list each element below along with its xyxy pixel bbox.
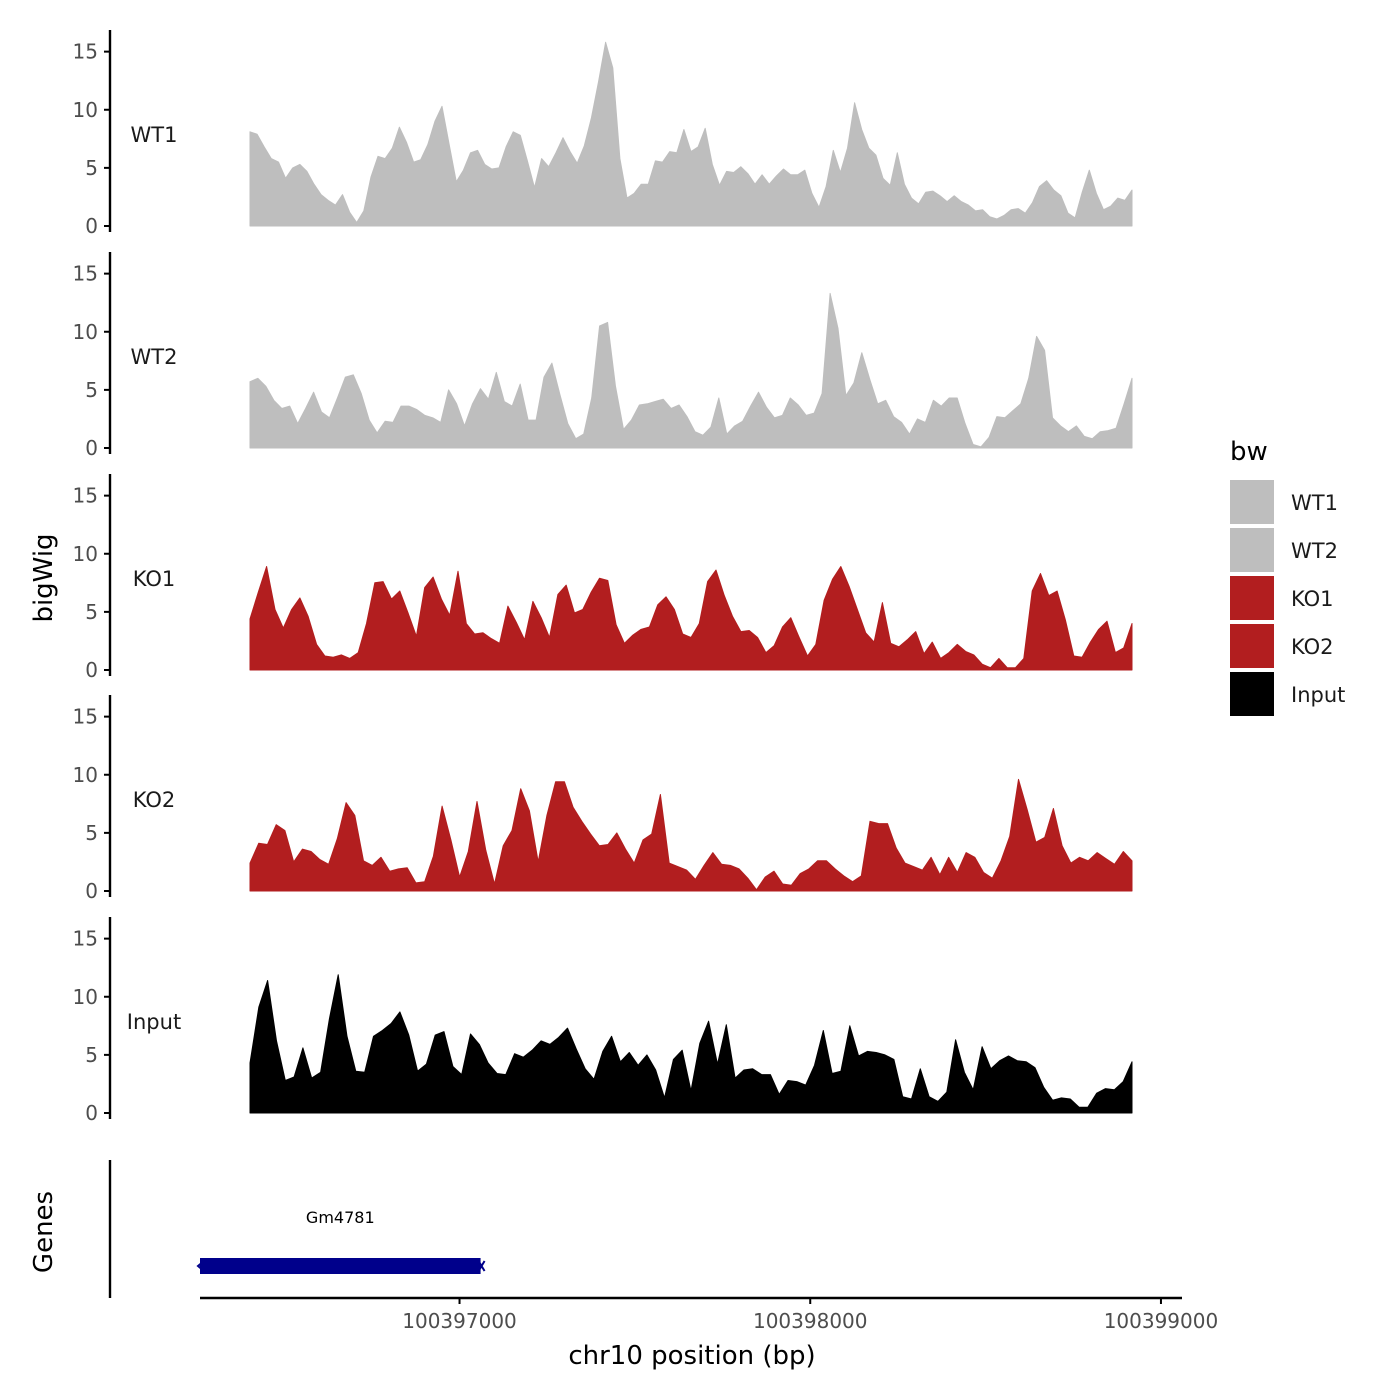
legend-key-ko2: [1230, 624, 1274, 668]
track-label: KO1: [133, 567, 176, 591]
legend-key-ko1: [1230, 576, 1274, 620]
track-label: WT1: [131, 123, 178, 147]
track-label: WT2: [131, 345, 178, 369]
y-tick-label: 15: [73, 705, 98, 729]
area-wt2: [249, 292, 1133, 449]
track-ko1: 0 5 10 15 KO1: [73, 474, 1133, 682]
legend-label-ko2: KO2: [1291, 635, 1334, 659]
tracks-group: 0 5 10 15 WT1 0 5 10 15 WT2 0 5 10 15 KO1 0 5 10 15 KO2 0 5 10…: [73, 30, 1133, 1125]
y-tick-label: 10: [73, 985, 98, 1009]
y-tick-label: 10: [73, 98, 98, 122]
area-wt1: [249, 41, 1133, 227]
gene-end-marker: [477, 1260, 486, 1272]
y-tick-label: 10: [73, 542, 98, 566]
y-tick-label: 15: [73, 484, 98, 508]
y-tick-label: 0: [85, 436, 98, 460]
legend-label-ko1: KO1: [1291, 587, 1334, 611]
y-tick-label: 10: [73, 320, 98, 344]
legend-label-input: Input: [1291, 683, 1345, 707]
y-tick-label: 0: [85, 214, 98, 238]
track-label: Input: [127, 1010, 181, 1034]
x-tick-label: 100397000: [402, 1309, 517, 1333]
area-input: [249, 974, 1133, 1114]
y-tick-label: 5: [85, 156, 98, 180]
legend-label-wt1: WT1: [1291, 491, 1338, 515]
y-tick-label: 5: [85, 600, 98, 624]
track-input: 0 5 10 15 Input: [73, 917, 1133, 1125]
genes-axis-title: Genes: [29, 1191, 59, 1273]
legend: bw WT1 WT2 KO1 KO2 Input: [1230, 437, 1345, 716]
y-axis-title: bigWig: [29, 533, 59, 622]
legend-title: bw: [1230, 437, 1268, 467]
legend-key-wt1: [1230, 480, 1274, 524]
x-axis: 100397000 100398000 100399000: [200, 1296, 1219, 1333]
gene-start-marker: [196, 1260, 205, 1272]
legend-key-wt2: [1230, 528, 1274, 572]
legend-key-input: [1230, 672, 1274, 716]
y-tick-label: 5: [85, 821, 98, 845]
y-tick-label: 10: [73, 763, 98, 787]
genes-track: Gm4781: [108, 1160, 486, 1298]
y-tick-label: 15: [73, 927, 98, 951]
gene-bar: [200, 1258, 481, 1274]
track-ko2: 0 5 10 15 KO2: [73, 695, 1133, 903]
x-tick-label: 100398000: [753, 1309, 868, 1333]
track-wt2: 0 5 10 15 WT2: [73, 252, 1133, 460]
y-tick-label: 5: [85, 378, 98, 402]
y-tick-label: 5: [85, 1043, 98, 1067]
area-ko2: [249, 778, 1133, 892]
track-wt1: 0 5 10 15 WT1: [73, 30, 1133, 238]
y-tick-label: 15: [73, 262, 98, 286]
x-axis-title: chr10 position (bp): [568, 1341, 815, 1371]
y-tick-label: 0: [85, 1101, 98, 1125]
x-tick-label: 100399000: [1104, 1309, 1219, 1333]
area-ko1: [249, 566, 1133, 671]
y-tick-label: 15: [73, 40, 98, 64]
y-tick-label: 0: [85, 879, 98, 903]
y-tick-label: 0: [85, 658, 98, 682]
track-label: KO2: [133, 788, 176, 812]
legend-label-wt2: WT2: [1291, 539, 1338, 563]
gene-label: Gm4781: [306, 1208, 375, 1227]
